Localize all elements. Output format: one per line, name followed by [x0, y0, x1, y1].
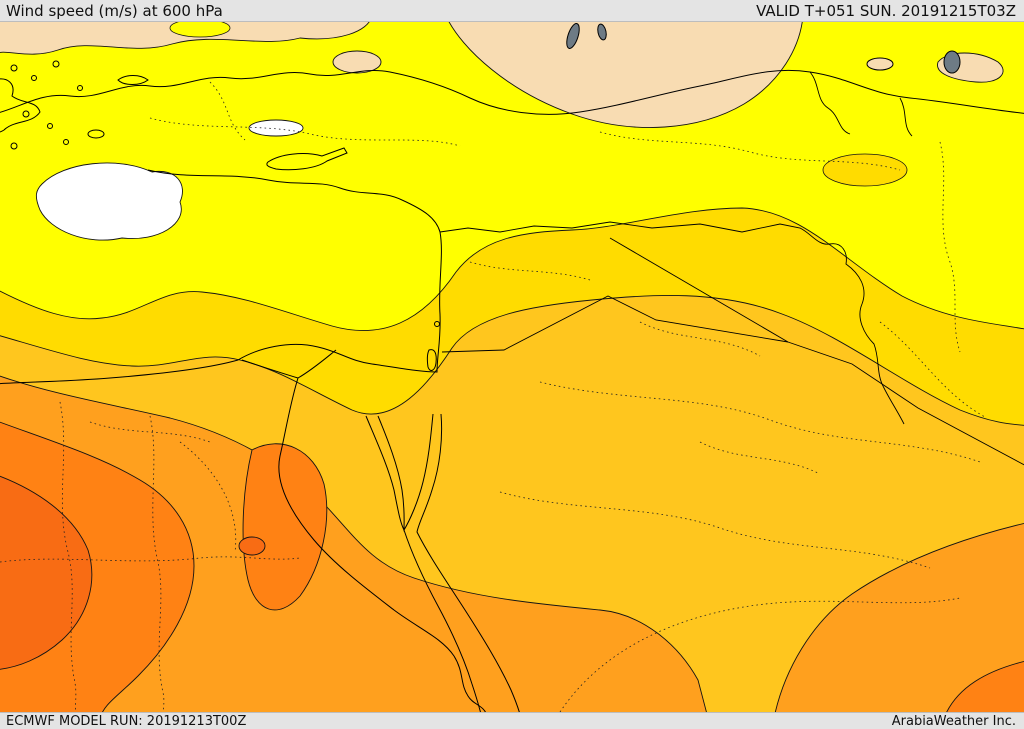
sinai-peninsula: [377, 413, 434, 532]
wind-map-svg: [0, 22, 1024, 712]
aegean-coastline: [0, 78, 41, 133]
wind-map: [0, 22, 1024, 712]
brand-label: ArabiaWeather Inc.: [891, 713, 1016, 729]
marmara-sea: [117, 75, 149, 85]
wind-band-red-orange-spot: [238, 536, 266, 556]
wind-band-peach-northeast: [448, 22, 803, 128]
wind-band-orange-southeast: [774, 522, 1024, 712]
wind-band-yellow-pocket-top: [169, 22, 231, 38]
cyprus-island: [266, 147, 348, 171]
red-sea-african-shore: [365, 415, 481, 712]
nile-river: [241, 349, 486, 712]
lake-tuz: [566, 23, 580, 49]
red-sea-arabian-shore: [416, 413, 520, 712]
border-iraq-saudi: [787, 341, 1024, 466]
wind-band-white-small: [248, 119, 304, 137]
mediterranean-coastline: [0, 169, 442, 385]
model-run-label: ECMWF MODEL RUN: 20191213T00Z: [6, 713, 247, 729]
header-bar: Wind speed (m/s) at 600 hPa VALID T+051 …: [0, 0, 1024, 22]
map-title: Wind speed (m/s) at 600 hPa: [6, 1, 223, 20]
dead-sea: [426, 349, 437, 371]
admin-borders-dotted: [0, 81, 986, 712]
border-caucasus-2: [899, 97, 913, 137]
sea-of-galilee: [434, 321, 440, 327]
wind-band-white-blob: [35, 162, 183, 241]
wind-band-deep-orange-redsea-patch: [242, 443, 328, 611]
wind-band-orange-southwest: [0, 375, 707, 712]
wind-band-peach-oval: [332, 50, 382, 74]
red-sea-coastline: [365, 413, 520, 712]
wind-speed-bands: [0, 22, 1024, 712]
country-borders: [439, 71, 1024, 466]
valid-time-label: VALID T+051 SUN. 20191215T03Z: [756, 1, 1016, 20]
border-caucasus-1: [809, 71, 851, 135]
lake-urmia: [943, 50, 961, 74]
lake-van: [866, 57, 894, 71]
border-jordan-saudi: [441, 295, 789, 353]
border-syria-iraq: [609, 237, 789, 343]
wind-band-peach-top-left: [0, 22, 370, 55]
geography: [0, 23, 1024, 712]
anatolian-lakes: [566, 23, 961, 74]
lake-beysehir: [597, 23, 607, 41]
black-sea-coastline: [0, 69, 1024, 115]
wind-band-red-orange-core: [0, 475, 93, 670]
wind-band-gold-pocket-ne: [822, 153, 908, 187]
footer-bar: ECMWF MODEL RUN: 20191213T00Z ArabiaWeat…: [0, 712, 1024, 729]
wind-band-deep-orange-corner-br: [946, 661, 1024, 712]
aegean-islands: [10, 60, 105, 150]
